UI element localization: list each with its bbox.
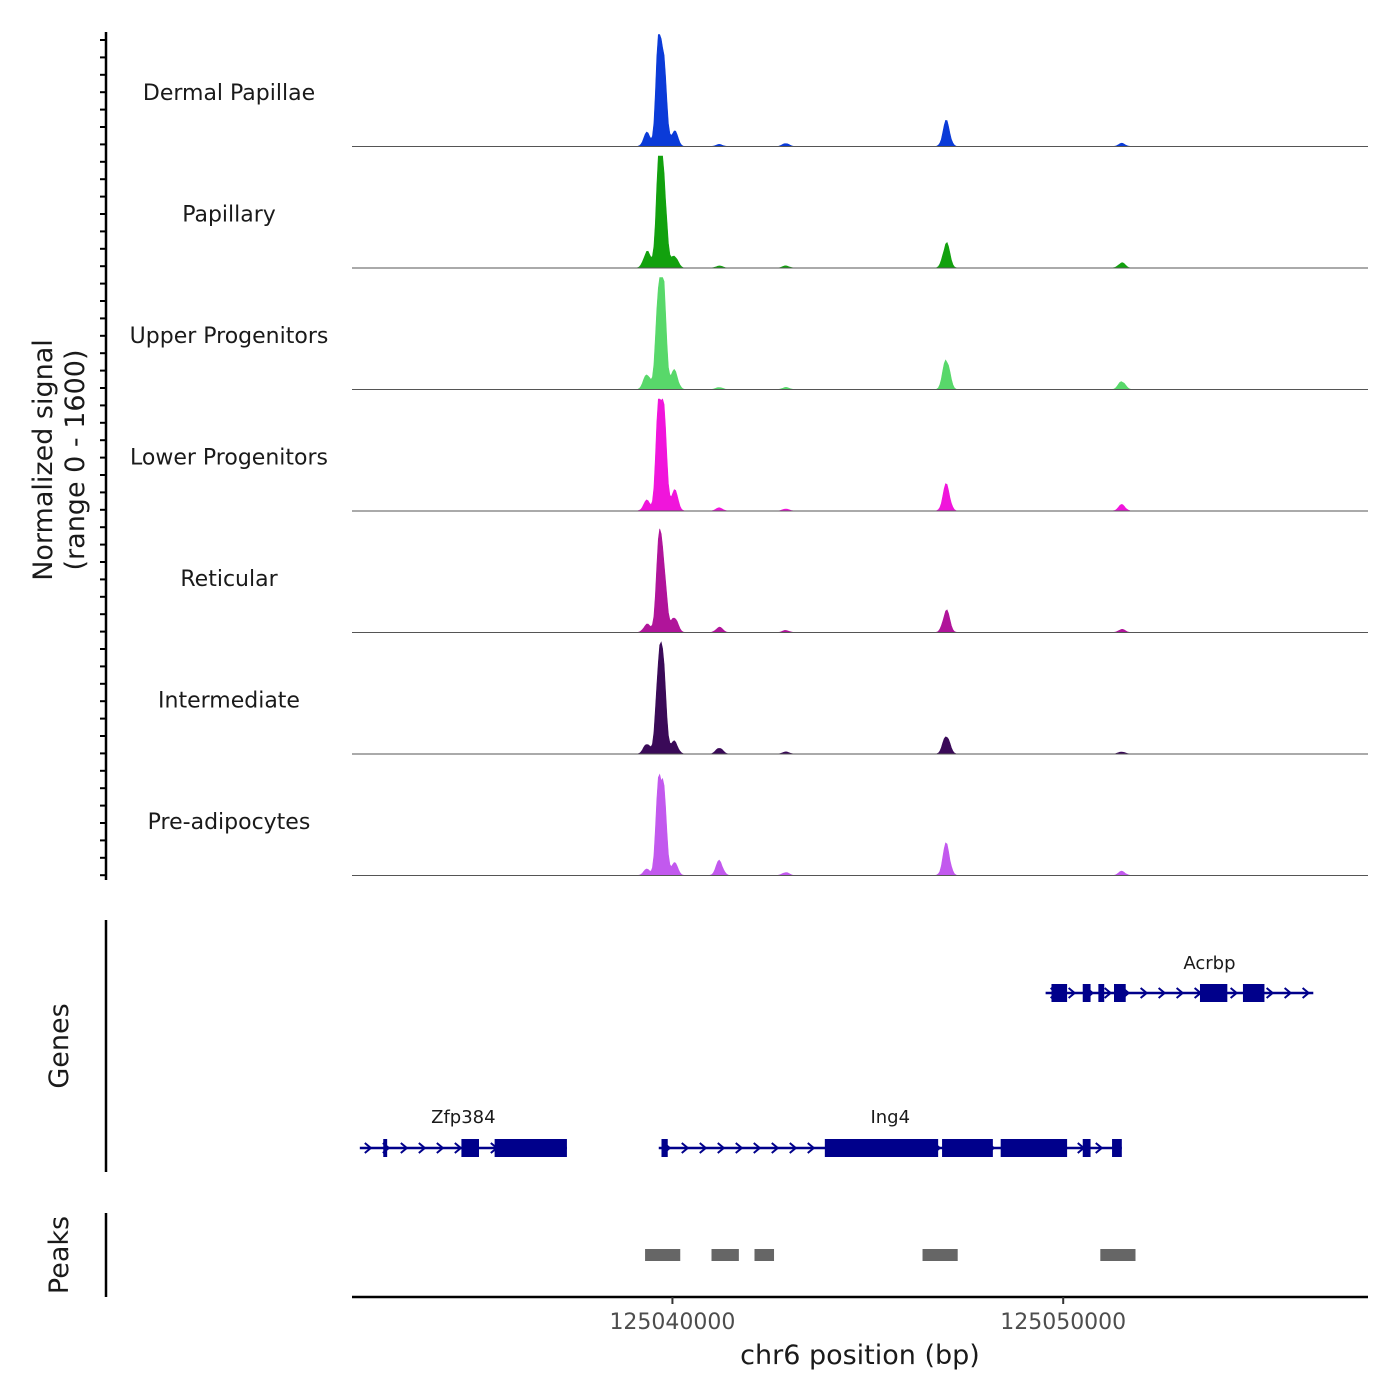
strand-chevron [699, 1142, 708, 1154]
gene-label: Zfp384 [431, 1107, 495, 1128]
signal-area [352, 528, 1368, 633]
strand-chevron [789, 1142, 798, 1154]
x-tick-label: 125040000 [609, 1310, 735, 1335]
gene-exon [942, 1139, 993, 1157]
strand-chevron [418, 1142, 427, 1154]
x-axis-title: chr6 position (bp) [740, 1340, 980, 1371]
strand-chevron [717, 1142, 726, 1154]
strand-chevron [771, 1142, 780, 1154]
strand-chevron [681, 1142, 690, 1154]
axes: 125040000 125050000 [100, 32, 1368, 1335]
strand-chevron [1175, 987, 1185, 999]
y-axis-title-line1: Normalized signal [28, 339, 59, 581]
gene-exon [1199, 984, 1228, 1002]
track-reticular: Reticular [180, 528, 1368, 633]
track-label: Upper Progenitors [130, 324, 329, 349]
gene-label: Acrbp [1183, 953, 1235, 974]
gene-acrbp: Acrbp [1045, 953, 1314, 1002]
signal-area [352, 773, 1368, 876]
x-tick-label: 125050000 [1000, 1310, 1126, 1335]
gene-exon [383, 1139, 388, 1157]
gene-exon [1051, 984, 1068, 1002]
y-axis-title-line2: (range 0 - 1600) [60, 350, 91, 571]
strand-chevron [1265, 987, 1275, 999]
gene-exon [1112, 1139, 1122, 1157]
track-upper-progenitors: Upper Progenitors [130, 277, 1368, 390]
gene-exon [1114, 984, 1126, 1002]
peaks-panel-title: Peaks [44, 1216, 75, 1294]
peaks-panel [645, 1249, 1136, 1261]
signal-area [352, 277, 1368, 390]
signal-area [352, 398, 1368, 512]
track-label: Pre-adipocytes [148, 810, 311, 835]
strand-chevron [735, 1142, 744, 1154]
track-label: Dermal Papillae [143, 81, 315, 106]
strand-chevron [1157, 987, 1167, 999]
track-label: Intermediate [158, 689, 300, 714]
gene-zfp384: Zfp384 [359, 1107, 567, 1157]
gene-exon [1098, 984, 1105, 1002]
strand-chevron [1229, 987, 1239, 999]
track-papillary: Papillary [182, 155, 1368, 269]
gene-exon [1082, 1139, 1091, 1157]
genes-panel-title: Genes [44, 1003, 75, 1088]
signal-tracks: Dermal Papillae Papillary Upper Progenitor… [130, 34, 1368, 876]
gene-exon [494, 1139, 567, 1157]
gene-ing4: Ing4 [658, 1107, 1122, 1157]
peak-region [754, 1249, 775, 1261]
gene-exon [461, 1139, 479, 1157]
track-pre-adipocytes: Pre-adipocytes [148, 773, 1368, 876]
strand-chevron [1301, 987, 1311, 999]
strand-chevron [1103, 987, 1113, 999]
strand-chevron [1139, 987, 1149, 999]
gene-exon [1242, 984, 1265, 1002]
peak-region [645, 1249, 681, 1261]
peak-region [922, 1249, 958, 1261]
strand-chevron [753, 1142, 762, 1154]
strand-chevron [454, 1142, 463, 1154]
strand-chevron [1283, 987, 1293, 999]
track-label: Lower Progenitors [130, 446, 328, 471]
signal-area [352, 641, 1368, 755]
track-lower-progenitors: Lower Progenitors [130, 398, 1368, 512]
strand-chevron [436, 1142, 445, 1154]
gene-exon [661, 1139, 668, 1157]
track-intermediate: Intermediate [158, 641, 1368, 755]
genes-panel: Acrbp Zfp384 Ing4 [359, 953, 1314, 1157]
track-label: Papillary [182, 203, 276, 228]
peak-region [711, 1249, 739, 1261]
strand-chevron [1095, 1142, 1104, 1154]
track-dermal-papillae: Dermal Papillae [143, 34, 1368, 147]
gene-label: Ing4 [870, 1107, 910, 1128]
strand-chevron [400, 1142, 409, 1154]
strand-chevron [807, 1142, 816, 1154]
gene-exon [824, 1139, 939, 1157]
gene-exon [1082, 984, 1091, 1002]
gene-exon [1000, 1139, 1068, 1157]
signal-area [352, 34, 1368, 147]
peak-region [1100, 1249, 1136, 1261]
strand-chevron [364, 1142, 373, 1154]
signal-area [352, 155, 1368, 269]
strand-chevron [1067, 987, 1077, 999]
track-label: Reticular [180, 567, 278, 592]
